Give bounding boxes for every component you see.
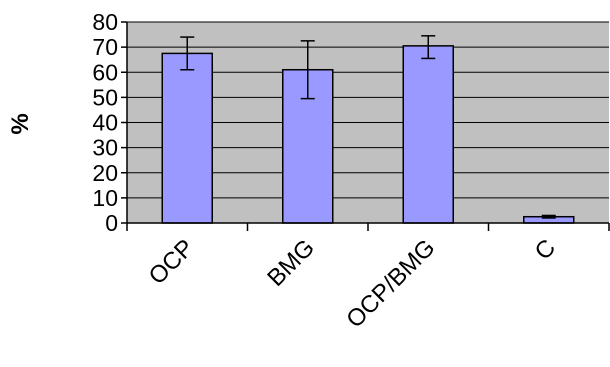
category-labels: OCP BMG OCP/BMG C	[144, 234, 561, 333]
category-label: OCP/BMG	[341, 234, 440, 333]
bar	[402, 45, 454, 224]
y-tick-label: 30	[92, 135, 118, 161]
y-tick-label: 50	[92, 84, 118, 110]
error-bars	[180, 35, 556, 219]
axes	[121, 21, 610, 231]
category-label: OCP	[144, 234, 200, 290]
bar	[161, 52, 213, 224]
y-tick-label: 20	[92, 160, 118, 186]
y-axis-title: %	[7, 113, 34, 134]
y-tick-label: 10	[92, 185, 118, 211]
y-tick-label: 70	[92, 34, 118, 60]
y-tick-label: 60	[92, 59, 118, 85]
category-label: BMG	[262, 234, 320, 292]
y-tick-label: 80	[92, 9, 118, 35]
y-tick-label: 0	[105, 210, 118, 236]
y-tick-label: 40	[92, 110, 118, 136]
category-label: C	[530, 234, 561, 265]
